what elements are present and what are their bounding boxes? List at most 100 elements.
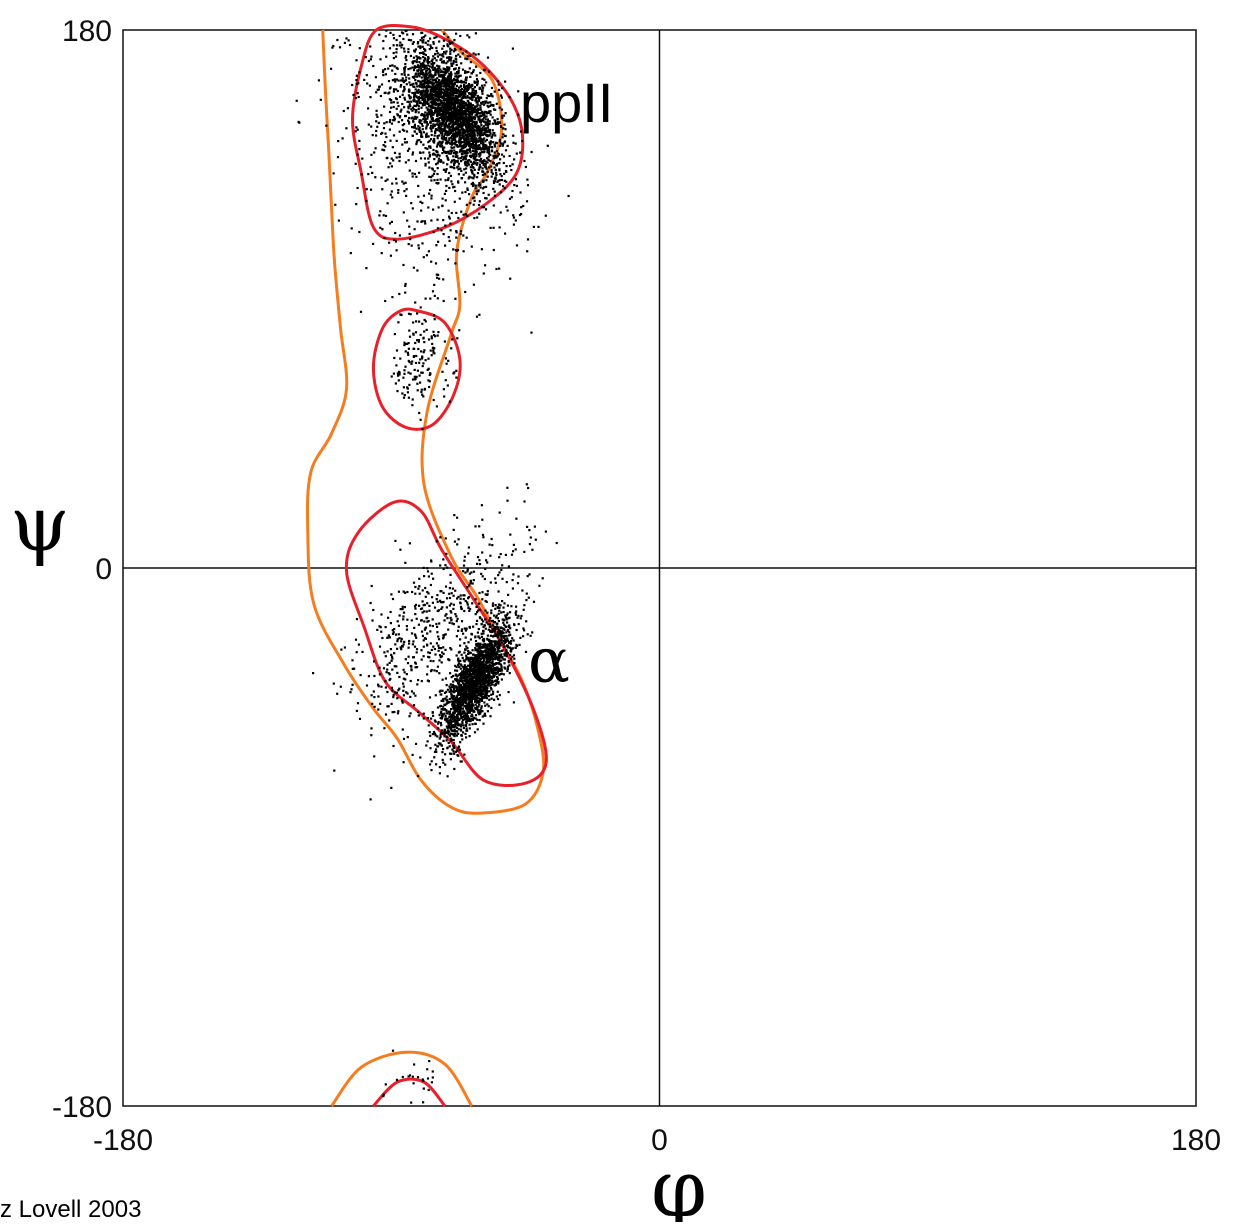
data-point (451, 125, 453, 127)
data-point (423, 121, 425, 123)
data-point (489, 101, 491, 103)
data-point (496, 150, 498, 152)
data-point (481, 129, 483, 131)
data-point (385, 180, 387, 182)
data-point (505, 206, 507, 208)
data-point (391, 64, 393, 66)
data-point (467, 131, 469, 133)
data-point (498, 654, 500, 656)
data-point (476, 101, 478, 103)
data-point (466, 109, 468, 111)
data-point (440, 722, 442, 724)
data-point (465, 126, 467, 128)
data-point (401, 44, 403, 46)
data-point (465, 79, 467, 81)
data-point (434, 57, 436, 59)
data-point (466, 727, 468, 729)
data-point (473, 92, 475, 94)
data-point (385, 136, 387, 138)
data-point (438, 85, 440, 87)
data-point (533, 601, 535, 603)
data-point (466, 668, 468, 670)
data-point (423, 63, 425, 65)
data-point (425, 136, 427, 138)
data-point (474, 82, 476, 84)
data-point (428, 111, 430, 113)
data-point (435, 163, 437, 165)
data-point (531, 151, 533, 153)
data-point (466, 141, 468, 143)
data-point (400, 111, 402, 113)
data-point (476, 216, 478, 218)
data-point (344, 42, 346, 44)
data-point (443, 62, 445, 64)
data-point (451, 140, 453, 142)
data-point (441, 152, 443, 154)
data-point (420, 131, 422, 133)
data-point (429, 121, 431, 123)
data-point (432, 84, 434, 86)
data-point (471, 657, 473, 659)
data-point (405, 182, 407, 184)
data-point (457, 693, 459, 695)
data-point (494, 645, 496, 647)
data-point (480, 124, 482, 126)
data-point (473, 717, 475, 719)
data-point (515, 219, 517, 221)
data-point (438, 75, 440, 77)
data-point (464, 291, 466, 293)
data-point (512, 163, 514, 165)
data-point (440, 229, 442, 231)
data-point (437, 727, 439, 729)
data-point (462, 128, 464, 130)
data-point (499, 694, 501, 696)
data-point (457, 682, 459, 684)
data-point (474, 108, 476, 110)
data-point (463, 250, 465, 252)
data-point (513, 158, 515, 160)
data-point (488, 129, 490, 131)
data-point (448, 152, 450, 154)
data-point (455, 123, 457, 125)
data-point (512, 214, 514, 216)
data-point (471, 107, 473, 109)
data-point (453, 690, 455, 692)
data-point (381, 177, 383, 179)
data-point (432, 79, 434, 81)
data-point (443, 233, 445, 235)
data-point (336, 39, 338, 41)
data-point (393, 37, 395, 39)
data-point (463, 754, 465, 756)
data-point (397, 102, 399, 104)
data-point (427, 97, 429, 99)
data-point (507, 629, 509, 631)
data-point (426, 118, 428, 120)
data-point (476, 74, 478, 76)
data-point (420, 157, 422, 159)
data-point (409, 233, 411, 235)
data-point (408, 159, 410, 161)
data-point (478, 314, 480, 316)
data-point (412, 66, 414, 68)
data-point (518, 644, 520, 646)
data-point (430, 115, 432, 117)
data-point (470, 134, 472, 136)
data-point (400, 79, 402, 81)
data-point (484, 128, 486, 130)
data-point (497, 617, 499, 619)
data-point (460, 89, 462, 91)
data-point (450, 104, 452, 106)
data-point (479, 166, 481, 168)
data-point (500, 94, 502, 96)
data-point (474, 701, 476, 703)
data-point (492, 635, 494, 637)
data-point (429, 48, 431, 50)
data-point (432, 69, 434, 71)
data-point (451, 700, 453, 702)
data-point (469, 113, 471, 115)
data-point (430, 176, 432, 178)
data-point (492, 665, 494, 667)
data-point (463, 84, 465, 86)
data-point (466, 237, 468, 239)
data-point (450, 76, 452, 78)
